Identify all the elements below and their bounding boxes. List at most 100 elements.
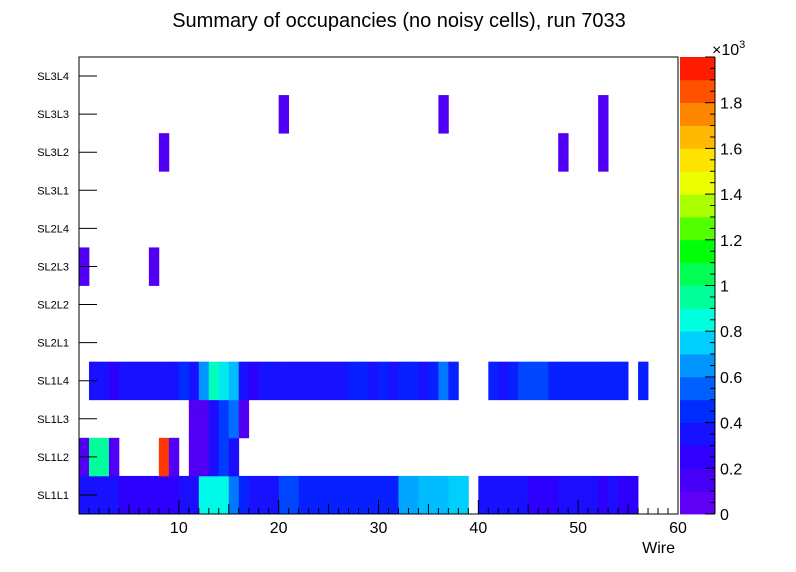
cell-SL3L3-w53 <box>598 95 609 134</box>
x-tick-label: 30 <box>370 520 388 537</box>
y-tick-label: SL3L2 <box>37 147 69 159</box>
cell-SL1L4-w37 <box>438 361 449 401</box>
colorbar-segment <box>680 285 715 309</box>
cell-SL1L4-w17 <box>238 361 250 401</box>
y-tick-label: SL3L1 <box>37 185 69 197</box>
x-tick-label: 40 <box>469 520 487 537</box>
cell-SL1L4-w6 <box>128 361 140 401</box>
cell-SL1L4-w19 <box>258 361 270 401</box>
colorbar-axis: 0 0.2 0.4 0.6 0.8 1 1.2 1.4 1.6 1.8 <box>705 56 742 524</box>
y-tick-label: SL3L3 <box>37 109 69 121</box>
cell-SL1L1-w18 <box>248 475 260 515</box>
colorbar-segment <box>680 422 715 446</box>
colorbar-segment <box>680 445 715 469</box>
colorbar-segment <box>680 376 715 401</box>
colorbar-segment <box>680 125 715 149</box>
colorbar-segment <box>680 148 715 172</box>
cell-SL1L1-w11 <box>178 475 190 515</box>
cell-SL1L4-w23 <box>298 361 310 401</box>
colorbar-tick-label: 0.2 <box>720 461 742 478</box>
cell-SL1L1-w33 <box>398 475 409 515</box>
cell-SL1L1-w28 <box>348 475 359 515</box>
colorbar-segment <box>680 262 715 286</box>
cell-SL1L1-w24 <box>308 475 319 515</box>
cell-SL1L4-w11 <box>178 361 190 401</box>
cell-SL1L1-w30 <box>368 475 379 515</box>
cell-SL1L4-w9 <box>158 361 170 401</box>
colorbar-segment <box>680 216 715 241</box>
cell-SL1L4-w31 <box>378 361 389 401</box>
cell-SL1L1-w54 <box>608 475 619 515</box>
cell-SL1L1-w29 <box>358 475 369 515</box>
cell-SL1L3-w14 <box>208 399 220 439</box>
colorbar-segment <box>680 239 715 264</box>
cell-SL1L4-w29 <box>358 361 369 401</box>
cell-SL1L4-w42 <box>488 361 499 401</box>
cell-SL1L4-w5 <box>118 361 130 401</box>
colorbar-segment <box>680 57 715 81</box>
y-axis: SL1L1 SL1L2 SL1L3 SL1L4 SL2L1 SL2L2 SL2L3 SL2L4… <box>37 71 97 502</box>
cell-SL1L1-w41 <box>478 475 489 515</box>
colorbar-segment <box>680 399 715 423</box>
colorbar-segment <box>680 102 715 126</box>
colorbar-multiplier: ×103 <box>712 39 745 59</box>
cell-SL1L1-w20 <box>268 475 280 515</box>
cell-SL1L1-w19 <box>258 475 270 515</box>
cell-SL1L1-w7 <box>138 475 150 515</box>
x-tick-label: 60 <box>669 520 687 537</box>
cell-SL1L1-w42 <box>488 475 499 515</box>
cell-SL1L1-w22 <box>288 475 300 515</box>
cell-SL1L2-w14 <box>208 437 220 477</box>
cell-SL1L4-w52 <box>588 361 599 401</box>
colorbar-segment <box>680 79 715 104</box>
cell-SL1L4-w28 <box>348 361 359 401</box>
cell-SL1L4-w50 <box>568 361 579 401</box>
cell-SL3L3-w37 <box>438 95 449 134</box>
cell-SL1L4-w14 <box>208 361 220 401</box>
cell-SL1L4-w7 <box>138 361 150 401</box>
cell-SL1L1-w51 <box>578 475 589 515</box>
y-tick-label: SL1L3 <box>37 414 69 426</box>
colorbar-tick-label: 1.2 <box>720 233 742 250</box>
cell-SL1L4-w33 <box>398 361 409 401</box>
cell-SL1L4-w32 <box>388 361 399 401</box>
cell-SL1L4-w4 <box>108 361 120 401</box>
cell-SL1L4-w44 <box>508 361 519 401</box>
x-tick-label: 50 <box>569 520 587 537</box>
cell-SL1L1-w14 <box>208 475 220 515</box>
cell-SL1L1-w32 <box>388 475 399 515</box>
cell-SL1L4-w3 <box>98 361 110 401</box>
cell-SL3L2-w53 <box>598 133 609 172</box>
cell-SL1L4-w38 <box>448 361 459 401</box>
cell-SL1L1-w36 <box>428 475 439 515</box>
cell-SL1L1-w35 <box>418 475 429 515</box>
x-tick-label: 20 <box>270 520 288 537</box>
colorbar-segment <box>680 468 715 492</box>
cell-SL1L1-w37 <box>438 475 449 515</box>
cell-SL1L2-w15 <box>218 437 230 477</box>
cell-SL1L4-w18 <box>248 361 260 401</box>
cell-SL1L1-w48 <box>548 475 559 515</box>
cell-SL1L4-w55 <box>618 361 629 401</box>
cell-SL1L4-w54 <box>608 361 619 401</box>
colorbar-tick-label: 1.4 <box>720 187 742 204</box>
cell-SL2L3-w8 <box>148 247 160 286</box>
cell-SL1L1-w49 <box>558 475 569 515</box>
y-tick-label: SL2L4 <box>37 223 69 235</box>
cell-SL1L2-w4 <box>108 437 120 477</box>
chart-title: Summary of occupancies (no noisy cells),… <box>172 10 626 32</box>
cell-SL1L1-w9 <box>158 475 170 515</box>
cell-SL1L1-w44 <box>508 475 519 515</box>
colorbar-segment <box>680 354 715 378</box>
cell-SL1L1-w8 <box>148 475 160 515</box>
cell-SL1L1-w15 <box>218 475 230 515</box>
cell-SL1L1-w31 <box>378 475 389 515</box>
cell-SL1L1-w21 <box>278 475 290 515</box>
cell-SL1L3-w17 <box>238 399 250 439</box>
cell-SL1L4-w20 <box>268 361 280 401</box>
cell-SL1L4-w53 <box>598 361 609 401</box>
cell-SL1L4-w46 <box>528 361 539 401</box>
cell-SL1L1-w13 <box>198 475 210 515</box>
cell-SL1L4-w13 <box>198 361 210 401</box>
cell-SL1L4-w43 <box>498 361 509 401</box>
